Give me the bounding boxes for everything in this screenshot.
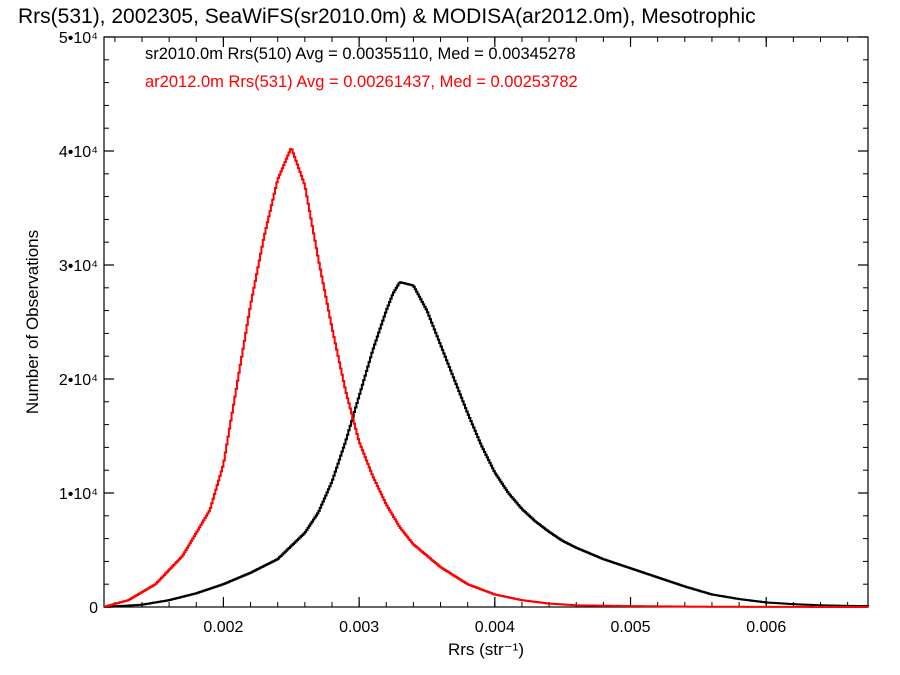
series-line-sr2010 [104,281,869,608]
y-tick-label: 3•10⁴ [59,258,98,275]
y-axis: 0 1•10⁴ 2•10⁴ 3•10⁴ 4•10⁴ 5•10⁴ [59,30,868,617]
x-axis-label: Rrs (str⁻¹) [448,640,524,659]
series-layer [104,148,869,608]
x-tick-label: 0.004 [475,619,515,636]
legend-entry: sr2010.0m Rrs(510) Avg = 0.00355110, Med… [145,45,576,63]
x-axis: 0.002 0.003 0.004 0.005 0.006 [114,37,849,636]
legend: sr2010.0m Rrs(510) Avg = 0.00355110, Med… [145,45,578,91]
x-tick-label: 0.003 [339,619,379,636]
legend-entry: ar2012.0m Rrs(531) Avg = 0.00261437, Med… [145,73,578,91]
y-tick-label: 2•10⁴ [59,372,98,389]
chart-title: Rrs(531), 2002305, SeaWiFS(sr2010.0m) & … [18,5,756,28]
y-tick-label: 4•10⁴ [59,144,98,161]
y-tick-label: 0 [89,600,98,617]
x-tick-label: 0.005 [610,619,650,636]
x-tick-label: 0.006 [746,619,786,636]
x-tick-label: 0.002 [203,619,243,636]
series-line-ar2012 [104,148,868,608]
y-tick-label: 1•10⁴ [59,486,98,503]
y-tick-label: 5•10⁴ [59,30,98,47]
plot-frame [103,36,869,608]
y-axis-label: Number of Observations [23,230,42,414]
